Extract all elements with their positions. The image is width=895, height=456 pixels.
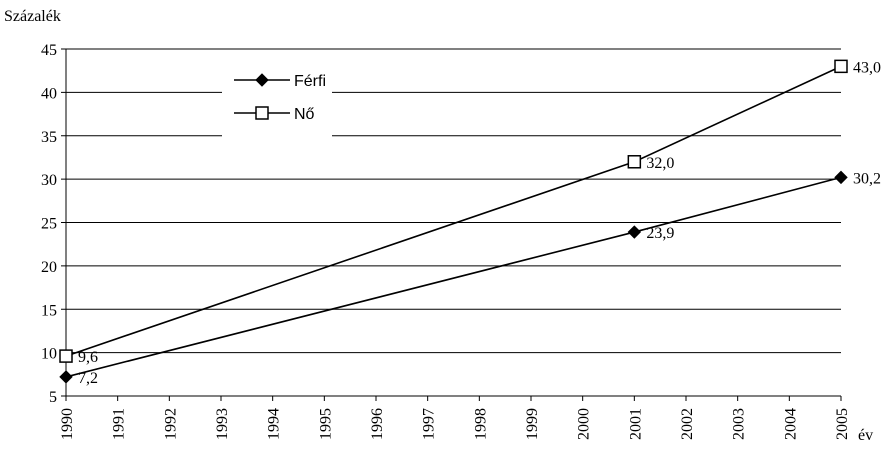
series-1-point-2005	[834, 59, 848, 74]
x-tick-label-1995: 1995	[317, 408, 334, 440]
y-tick-label-25: 25	[41, 216, 57, 233]
y-tick-label-40: 40	[41, 85, 57, 102]
y-tick-labels: 5 10 15 20 25 30 35 40 45	[41, 42, 57, 406]
x-tick-label-1991: 1991	[111, 408, 128, 440]
x-axis-label: év	[858, 427, 873, 444]
x-tick-labels: 1990 1991 1992 1993 1994 1995 1996 1997 1998 1999…	[59, 408, 851, 440]
y-tick-label-35: 35	[41, 129, 57, 146]
x-tick-label-1999: 1999	[524, 408, 541, 440]
x-tick-label-1994: 1994	[266, 408, 283, 440]
y-axis-label: Százalék	[4, 8, 61, 25]
legend-label-1: Nő	[294, 106, 315, 123]
x-tick-label-1992: 1992	[162, 408, 179, 440]
series-1-point-1990	[59, 349, 73, 363]
gridlines	[66, 48, 841, 354]
series-0-data-label-1990: 7,2	[78, 370, 98, 387]
y-tick-label-30: 30	[41, 172, 57, 189]
x-tick-label-2000: 2000	[576, 408, 593, 440]
series-1-data-label-1990: 9,6	[78, 349, 98, 366]
x-tick-label-1990: 1990	[59, 408, 76, 440]
series-1-data-label-2001: 32,0	[646, 155, 674, 172]
x-tick-label-2001: 2001	[627, 408, 644, 440]
legend: Férfi Nő	[222, 62, 332, 138]
y-tick-label-15: 15	[41, 302, 57, 319]
x-tick-label-1998: 1998	[472, 408, 489, 440]
legend-marker-0	[255, 73, 269, 87]
series-0-data-label-2005: 30,2	[853, 170, 881, 187]
series-1-point-2001	[627, 155, 642, 169]
x-tick-label-2003: 2003	[731, 408, 748, 440]
x-tick-label-2004: 2004	[782, 408, 799, 440]
y-tick-label-20: 20	[41, 259, 57, 276]
series-0-point-2001	[627, 225, 642, 239]
x-tick-label-1996: 1996	[369, 408, 386, 440]
series-1-data-label-2005: 43,0	[853, 59, 881, 76]
series-group: 7,2 23,9 30,2 9,6 32,0 43,0	[59, 59, 881, 387]
series-0-line	[65, 176, 842, 378]
x-tick-label-1997: 1997	[421, 408, 438, 440]
x-tick-label-1993: 1993	[214, 408, 231, 440]
series-0-point-1990	[59, 370, 73, 384]
x-tick-label-2002: 2002	[679, 408, 696, 440]
x-tick-label-2005: 2005	[834, 408, 851, 440]
legend-marker-1	[255, 106, 269, 120]
axes	[61, 48, 842, 401]
legend-background	[222, 62, 332, 138]
y-tick-label-45: 45	[41, 42, 57, 59]
series-1-line	[65, 65, 842, 357]
legend-label-0: Férfi	[294, 73, 326, 90]
series-0-data-label-2001: 23,9	[646, 225, 674, 242]
series-0-point-2005	[834, 170, 848, 185]
y-tick-label-10: 10	[41, 346, 57, 363]
y-tick-label-5: 5	[49, 389, 57, 406]
